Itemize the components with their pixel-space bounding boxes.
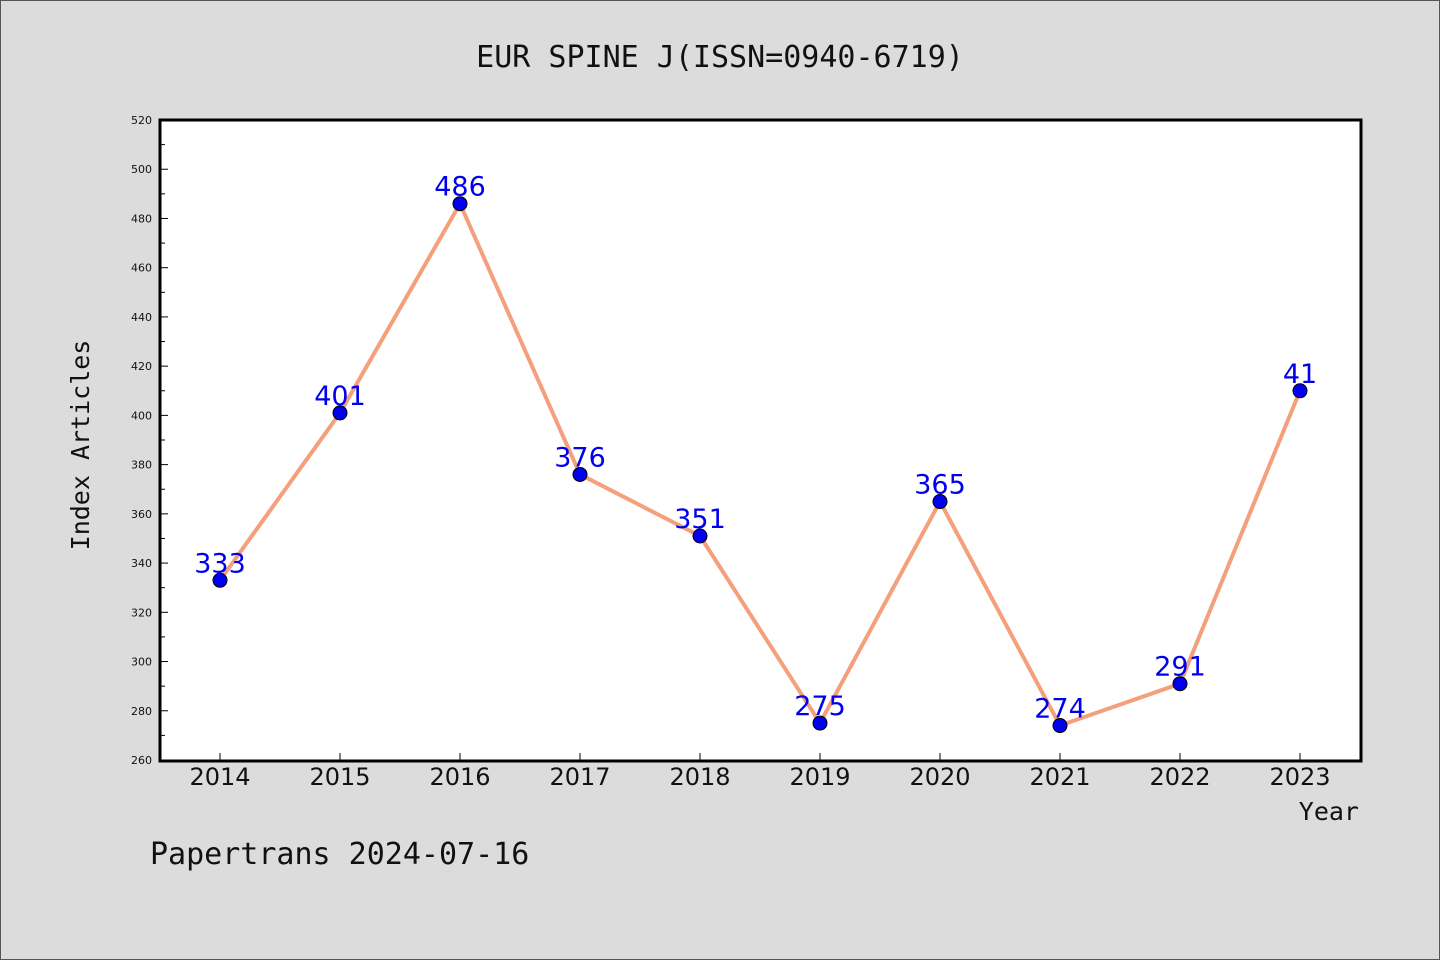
x-tick-label: 2020: [909, 763, 970, 791]
data-point: [1052, 718, 1068, 734]
y-tick-label: 340: [131, 557, 152, 570]
x-tick-label: 2017: [549, 763, 610, 791]
data-label: 376: [554, 442, 606, 473]
series-line: [218, 201, 1302, 728]
y-tick-label: 320: [131, 606, 152, 619]
data-points: [212, 196, 1308, 734]
x-tick-label: 2019: [789, 763, 850, 791]
data-label: 274: [1034, 694, 1086, 725]
x-tick-label: 2016: [429, 763, 490, 791]
data-label: 351: [674, 504, 726, 535]
y-tick-label: 260: [131, 754, 152, 767]
data-point: [1172, 676, 1188, 692]
y-tick-label: 440: [131, 311, 152, 324]
data-labels: 333 401 486 376 351 275 365 274 291 41: [194, 172, 1317, 725]
x-tick-label: 2015: [309, 763, 370, 791]
y-axis-ticks: 260 280 300 320 340 360 380 400 420 440 460 480 500 5…: [131, 114, 168, 767]
data-point: [932, 494, 948, 510]
data-label: 275: [794, 691, 846, 722]
data-label: 365: [914, 470, 966, 501]
y-tick-label: 460: [131, 262, 152, 275]
y-tick-label: 500: [131, 163, 152, 176]
y-tick-label: 360: [131, 508, 152, 521]
y-tick-label: 480: [131, 212, 152, 225]
x-axis-label: Year: [1299, 797, 1359, 826]
data-point: [452, 196, 468, 212]
data-point: [812, 715, 828, 731]
y-tick-label: 400: [131, 409, 152, 422]
data-label: 41: [1283, 359, 1317, 390]
x-tick-label: 2014: [189, 763, 250, 791]
x-axis-ticks: 2014 2015 2016 2017 2018 2019 2020 2021 2022 2023: [189, 753, 1331, 791]
y-tick-label: 380: [131, 459, 152, 472]
x-tick-label: 2022: [1149, 763, 1210, 791]
data-label: 401: [314, 381, 366, 412]
data-label: 333: [194, 548, 246, 579]
data-label: 291: [1154, 652, 1206, 683]
series-line-group: [218, 201, 1302, 728]
data-point: [692, 528, 708, 544]
footer-text: Papertrans 2024-07-16: [150, 837, 529, 872]
data-point: [572, 466, 588, 482]
data-point: [1292, 383, 1308, 399]
y-tick-label: 520: [131, 114, 152, 127]
x-tick-label: 2023: [1269, 763, 1330, 791]
data-label: 486: [434, 172, 486, 203]
x-tick-label: 2018: [669, 763, 730, 791]
x-tick-label: 2021: [1029, 763, 1090, 791]
plot-area: [158, 118, 1363, 763]
data-point: [212, 572, 228, 588]
y-tick-label: 280: [131, 705, 152, 718]
y-axis-label: Index Articles: [66, 340, 95, 551]
chart-title: EUR SPINE J(ISSN=0940-6719): [476, 40, 964, 75]
data-point: [332, 405, 348, 421]
y-tick-label: 300: [131, 656, 152, 669]
y-tick-label: 420: [131, 360, 152, 373]
